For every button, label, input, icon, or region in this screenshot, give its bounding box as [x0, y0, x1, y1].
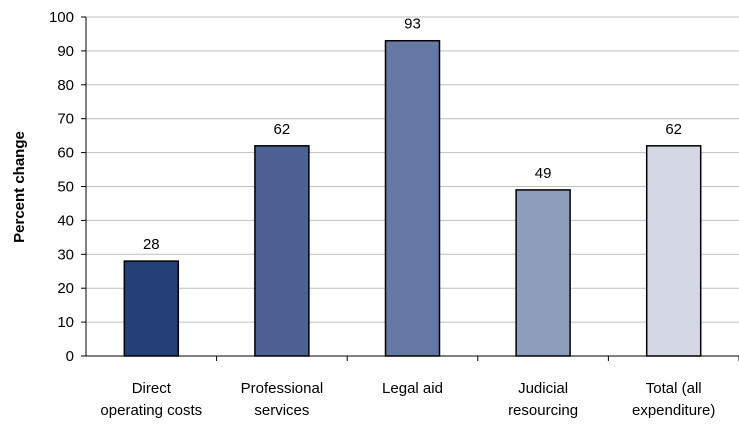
category-label: Legal aid [382, 380, 443, 397]
y-tick-label: 0 [66, 348, 74, 365]
category-label: operating costs [100, 402, 202, 419]
category-label: services [254, 402, 309, 419]
data-label: 62 [274, 121, 291, 138]
y-tick-label: 10 [57, 314, 74, 331]
y-tick-label: 80 [57, 77, 74, 94]
bars [123, 39, 702, 357]
y-tick-label: 60 [57, 145, 74, 162]
bar [515, 189, 571, 357]
y-tick-label: 70 [57, 111, 74, 128]
data-label: 62 [665, 121, 682, 138]
category-label: expenditure) [632, 402, 715, 419]
data-label: 49 [535, 165, 552, 182]
y-tick-label: 40 [57, 212, 74, 229]
category-label: Total (all [646, 380, 702, 397]
bar [645, 145, 702, 357]
y-tick-label: 50 [57, 179, 74, 196]
data-label: 93 [404, 16, 421, 33]
bar [384, 39, 441, 357]
y-tick-label: 30 [57, 246, 74, 263]
y-tick-label: 100 [49, 9, 74, 26]
data-labels: 28 62 93 49 62 [143, 16, 682, 253]
y-tick-labels: 0 10 20 30 40 50 60 70 80 90 100 [49, 9, 86, 365]
category-labels: Direct operating costs Professional service… [100, 356, 739, 419]
y-tick-label: 90 [57, 43, 74, 60]
category-label: Judicial [518, 380, 568, 397]
category-label: Direct [132, 380, 172, 397]
bar [123, 260, 180, 357]
y-axis-label: Percent change [11, 131, 28, 243]
y-tick-label: 20 [57, 280, 74, 297]
category-label: Professional [241, 380, 324, 397]
bar [254, 145, 310, 357]
category-label: resourcing [508, 402, 578, 419]
data-label: 28 [143, 236, 160, 253]
